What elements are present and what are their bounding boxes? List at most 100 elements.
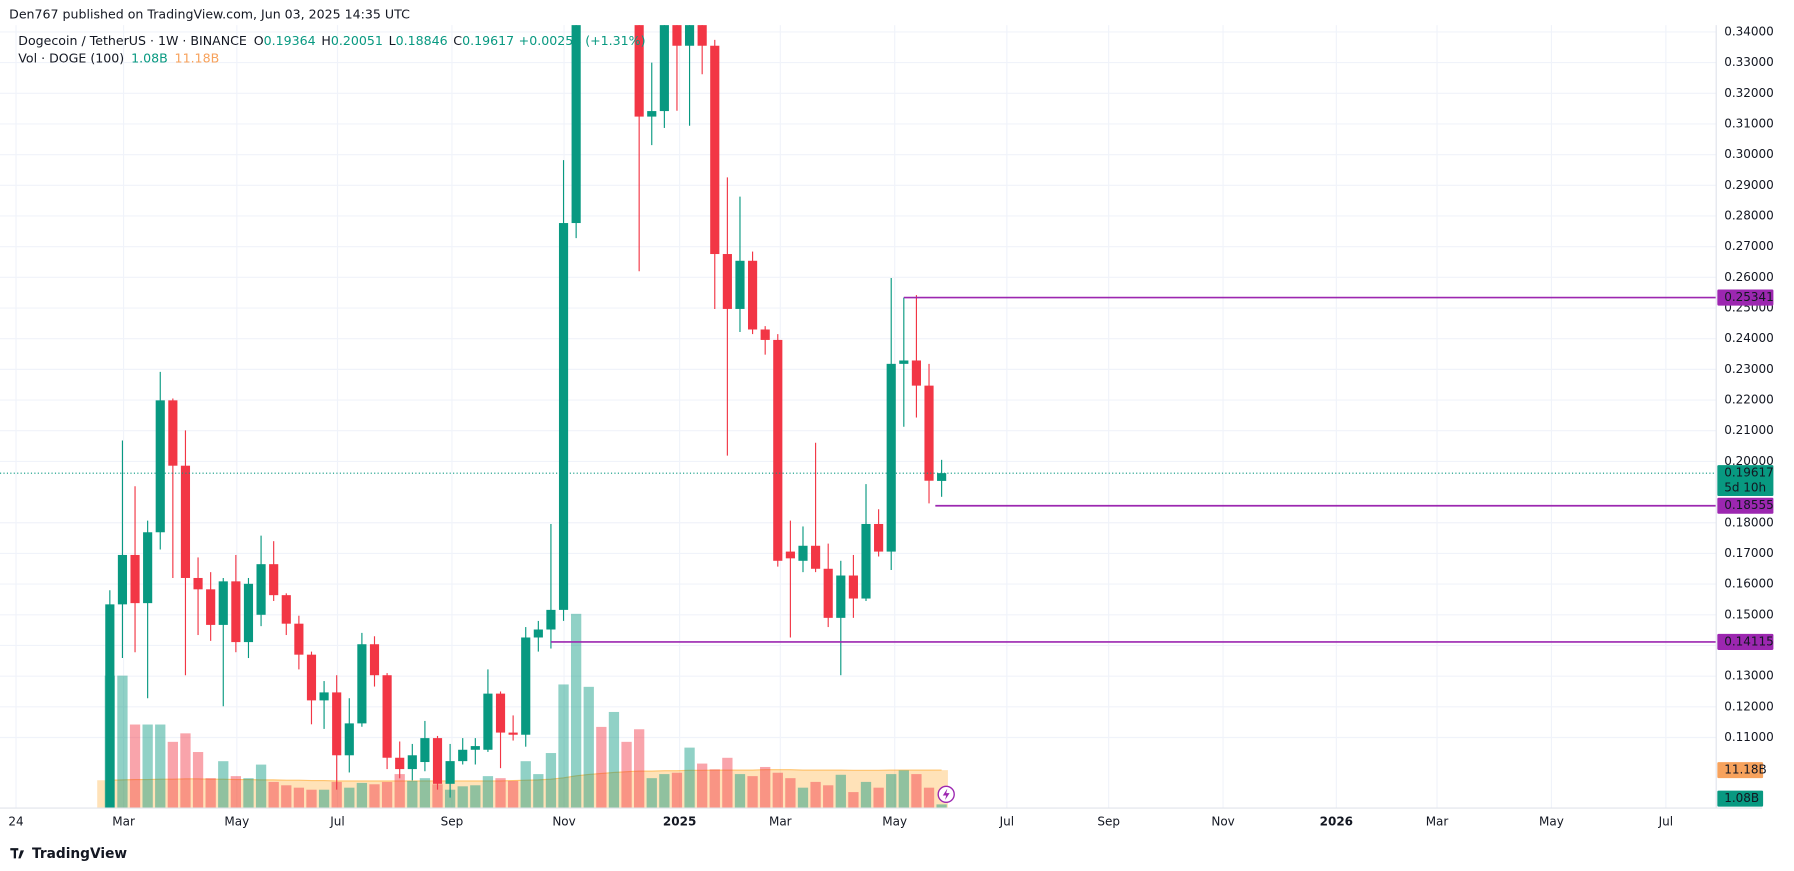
candle-body [760, 329, 770, 340]
candle-body [899, 360, 909, 364]
plot [0, 25, 1717, 809]
candle-body [861, 523, 871, 599]
volume-bar [898, 770, 909, 809]
candle-body [231, 581, 241, 643]
volume-bar [936, 804, 947, 809]
volume-bar [369, 784, 380, 809]
volume-bar [533, 774, 544, 809]
candle-body [647, 111, 657, 117]
x-tick-label: Sep [441, 814, 464, 828]
candle-body [571, 25, 581, 224]
volume-tick-box [1717, 790, 1764, 807]
volume-bar [596, 726, 607, 809]
candle-body [495, 693, 506, 733]
volume-bar [281, 785, 292, 809]
volume-bar [760, 766, 771, 809]
y-tick-label: 0.11000 [1724, 730, 1774, 744]
y-tick-label: 0.30000 [1724, 147, 1774, 161]
x-tick-label: Jul [329, 814, 344, 828]
y-tick-label: 0.22000 [1724, 393, 1774, 407]
volume-title: Vol · DOGE (100) [18, 50, 124, 65]
volume-bar [722, 757, 733, 809]
volume-bar [419, 778, 431, 809]
volume-tick-label: 1.08B [1724, 791, 1759, 805]
ohlc-key: C [453, 33, 462, 48]
candle-body [684, 25, 695, 46]
volume-bar [293, 787, 305, 809]
x-tick-label: Sep [1097, 814, 1120, 828]
candle-body [823, 568, 833, 618]
level-label: 0.18555 [1724, 498, 1774, 512]
candle-body [143, 532, 153, 604]
volume-bar [835, 774, 846, 809]
candle-body [558, 223, 569, 610]
countdown-label: 5d 10h [1724, 481, 1766, 495]
x-tick-label: Jul [1658, 814, 1673, 828]
x-tick-label: Mar [112, 814, 135, 828]
axis: 0.110000.120000.130000.140000.150000.160… [8, 24, 1773, 828]
volume-ma-area [97, 769, 948, 809]
volume-bar [545, 753, 557, 809]
volume-bar [255, 764, 267, 809]
volume-bar [621, 741, 632, 809]
footer-brand: TradingView [32, 846, 127, 862]
volume-bar [860, 781, 872, 809]
level-box [1717, 289, 1774, 306]
x-tick-label: Jul [999, 814, 1014, 828]
y-tick-label: 0.31000 [1724, 116, 1774, 130]
volume-bar [671, 772, 683, 809]
candle-body [735, 260, 745, 309]
x-tick-label: Nov [1211, 814, 1234, 828]
candle-body [937, 473, 947, 481]
candle-body [332, 692, 342, 756]
candle-body [672, 25, 682, 46]
replay-icon-bolt [942, 788, 950, 801]
volume-bar [608, 711, 620, 809]
candle-body [546, 609, 556, 630]
candle-body [911, 360, 921, 386]
candle-body [773, 339, 783, 561]
volume-bar [558, 684, 569, 809]
volume-bar [823, 785, 834, 809]
candle-body [206, 589, 216, 625]
y-tick-label: 0.18000 [1724, 515, 1774, 529]
candle-body [382, 675, 392, 758]
volume-bar [697, 763, 708, 809]
volume-tick-box [1717, 762, 1764, 779]
candle-body [130, 554, 140, 604]
volume-bar [923, 787, 935, 809]
candle-body [395, 757, 405, 770]
candle-body [218, 581, 228, 625]
candle-body [886, 363, 896, 552]
level-label: 0.14115 [1724, 634, 1774, 648]
level-label: 0.25341 [1724, 290, 1774, 304]
candle-body [924, 385, 934, 481]
volume-bar [772, 772, 783, 809]
level-box [1717, 633, 1774, 650]
candle-body [785, 551, 795, 559]
volume-bar [344, 787, 355, 809]
candle-body [105, 604, 115, 809]
volume-bar [155, 724, 166, 809]
y-tick-label: 0.21000 [1724, 423, 1774, 437]
volume-bar [432, 784, 443, 809]
volume-bar [218, 761, 229, 809]
x-tick-label: May [224, 814, 249, 828]
candle-body [798, 545, 808, 561]
x-tick-label: Mar [769, 814, 792, 828]
volume-bar [230, 776, 242, 809]
y-tick-label: 0.33000 [1724, 55, 1774, 69]
candle-body [344, 723, 354, 756]
volume-bar [129, 724, 141, 809]
volume-bar [205, 778, 216, 809]
x-tick-label: Nov [552, 814, 575, 828]
logo: TradingView [10, 846, 127, 862]
volume-legend: Vol · DOGE (100) 1.08B 11.18B [18, 50, 219, 65]
volume-bar [331, 781, 342, 809]
y-tick-label: 0.32000 [1724, 86, 1774, 100]
volume-bar [318, 789, 330, 809]
y-tick-label: 0.20000 [1724, 454, 1774, 468]
volume-bar [457, 786, 468, 809]
